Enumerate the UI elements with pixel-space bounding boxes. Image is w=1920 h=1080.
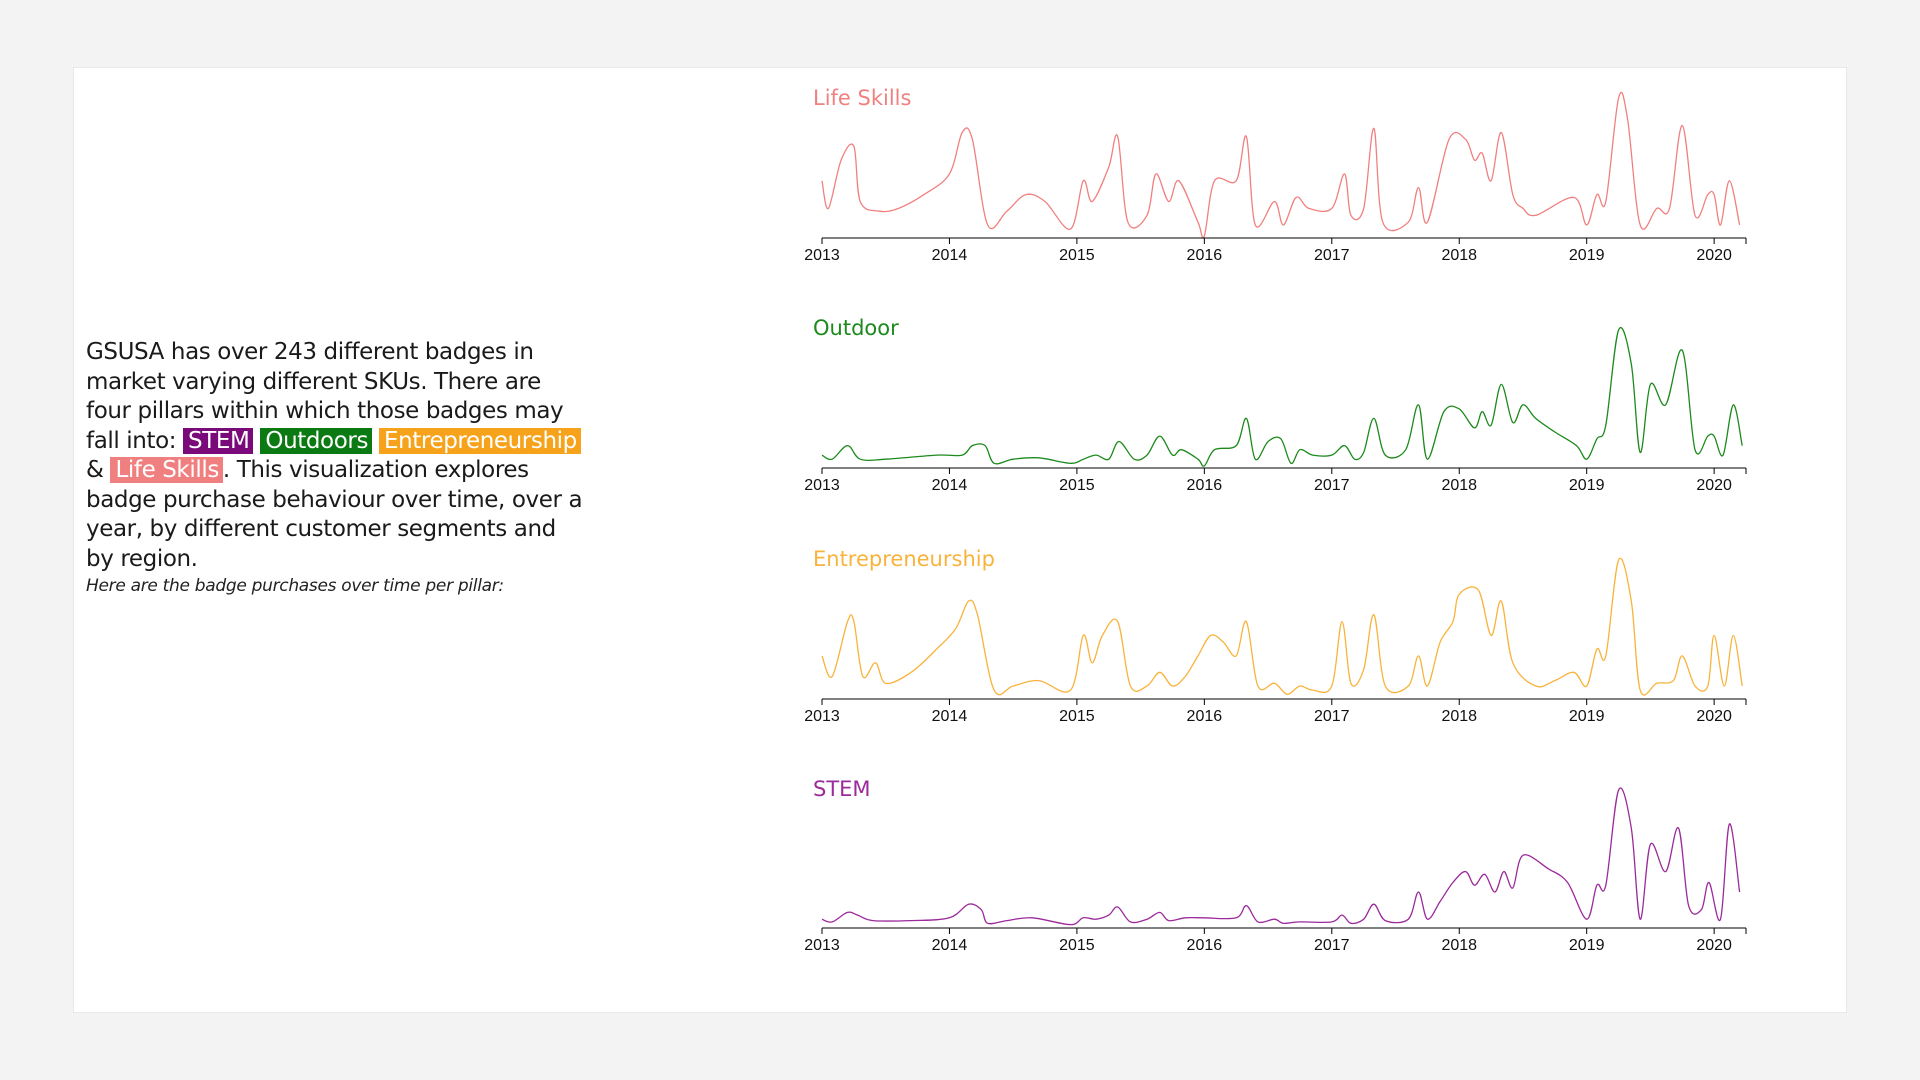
series-line-life-skills (821, 91, 1741, 239)
x-tick-label-stem-2016: 2016 (1187, 937, 1223, 954)
series-line-outdoor (821, 327, 1743, 467)
x-tick-label-life-skills-2020: 2020 (1696, 247, 1732, 264)
x-tick-label-stem-2018: 2018 (1441, 937, 1477, 954)
x-tick-label-life-skills-2017: 2017 (1314, 247, 1350, 264)
tag-entrepreneurship: Entrepreneurship (378, 427, 581, 454)
x-tick-label-outdoor-2017: 2017 (1314, 477, 1350, 494)
chart-life-skills: Life Skills 2013 2014 2015 2016 2017 2018 2019 2… (804, 86, 1747, 264)
x-tick-label-outdoor-2020: 2020 (1696, 477, 1732, 494)
chart-stem: STEM 2013 2014 2015 2016 2017 2018 2019 2020 (804, 777, 1747, 954)
x-tick-label-stem-2020: 2020 (1696, 937, 1732, 954)
x-tick-label-life-skills-2018: 2018 (1441, 247, 1477, 264)
x-tick-label-entrepreneurship-2015: 2015 (1059, 708, 1095, 725)
x-tick-label-stem-2014: 2014 (932, 937, 968, 954)
x-tick-label-life-skills-2016: 2016 (1187, 247, 1223, 264)
x-tick-label-entrepreneurship-2014: 2014 (932, 708, 968, 725)
content-card (73, 67, 1847, 1013)
x-tick-label-outdoor-2016: 2016 (1187, 477, 1223, 494)
x-tick-label-stem-2019: 2019 (1569, 937, 1605, 954)
x-tick-label-outdoor-2018: 2018 (1441, 477, 1477, 494)
tag-stem: STEM (183, 427, 254, 454)
intro-text-before: GSUSA has over 243 different badges in m… (86, 339, 564, 454)
x-tick-label-entrepreneurship-2013: 2013 (804, 708, 840, 725)
x-tick-label-entrepreneurship-2018: 2018 (1441, 708, 1477, 725)
x-tick-label-outdoor-2015: 2015 (1059, 477, 1095, 494)
chart-outdoor: Outdoor 2013 2014 2015 2016 2017 2018 2019 2020 (804, 316, 1747, 494)
series-line-entrepreneurship (821, 557, 1743, 696)
x-tick-label-life-skills-2014: 2014 (932, 247, 968, 264)
chart-intro-note: Here are the badge purchases over time p… (86, 576, 504, 596)
chart-entrepreneurship: Entrepreneurship 2013 2014 2015 2016 2017 2018… (804, 547, 1747, 725)
tag-life-skills: Life Skills (110, 457, 223, 483)
chart-title-stem: STEM (813, 777, 871, 801)
x-tick-label-life-skills-2015: 2015 (1059, 247, 1095, 264)
x-tick-label-entrepreneurship-2019: 2019 (1569, 708, 1605, 725)
x-tick-label-outdoor-2013: 2013 (804, 477, 840, 494)
x-tick-label-entrepreneurship-2017: 2017 (1314, 708, 1350, 725)
x-tick-label-life-skills-2013: 2013 (804, 247, 840, 264)
chart-title-entrepreneurship: Entrepreneurship (813, 547, 995, 571)
intro-text-after: . This visualization explores badge purc… (86, 457, 583, 572)
x-tick-label-entrepreneurship-2020: 2020 (1696, 708, 1732, 725)
x-tick-label-stem-2017: 2017 (1314, 937, 1350, 954)
tag-outdoors: Outdoors (260, 427, 373, 454)
chart-title-life-skills: Life Skills (813, 86, 911, 110)
x-tick-label-outdoor-2019: 2019 (1569, 477, 1605, 494)
x-tick-label-outdoor-2014: 2014 (932, 477, 968, 494)
series-line-stem (821, 787, 1741, 926)
chart-title-outdoor: Outdoor (813, 316, 899, 340)
x-tick-label-stem-2015: 2015 (1059, 937, 1095, 954)
intro-ampersand: & (86, 457, 104, 483)
x-tick-label-life-skills-2019: 2019 (1569, 247, 1605, 264)
intro-paragraph: GSUSA has over 243 different badges in m… (86, 338, 586, 574)
x-tick-label-stem-2013: 2013 (804, 937, 840, 954)
x-tick-label-entrepreneurship-2016: 2016 (1187, 708, 1223, 725)
